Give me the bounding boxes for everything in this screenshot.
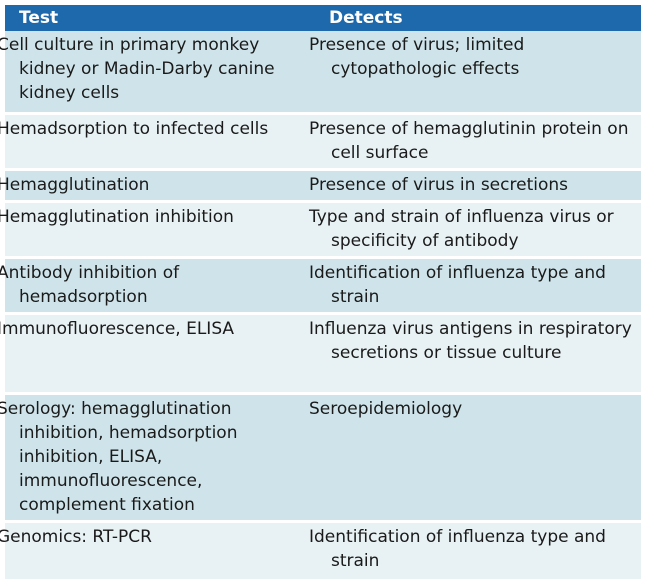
detects-cell: Type and strain of influenza virus or sp…	[309, 207, 614, 251]
table-row: Immunofluorescence, ELISA Influenza viru…	[0, 315, 641, 395]
table-row: Hemagglutination inhibition Type and str…	[0, 203, 641, 259]
header-test: Test	[19, 8, 59, 28]
test-cell: Hemadsorption to infected cells	[0, 119, 269, 139]
test-cell: Serology: hemagglutination inhibition, h…	[0, 399, 238, 515]
detects-cell: Presence of virus in secretions	[309, 175, 568, 195]
table-row: Hemadsorption to infected cells Presence…	[0, 115, 641, 171]
test-cell: Immunofluorescence, ELISA	[0, 319, 235, 339]
table-row: Serology: hemagglutination inhibition, h…	[0, 395, 641, 523]
table-row: Genomics: RT-PCR Identification of influ…	[0, 523, 641, 579]
detects-cell: Presence of hemagglutinin protein on cel…	[309, 119, 629, 163]
header-detects: Detects	[329, 8, 403, 28]
diagnostic-tests-table: Test Detects Cell culture in primary mon…	[0, 5, 641, 579]
table-row: Cell culture in primary monkey kidney or…	[0, 31, 641, 115]
test-cell: Cell culture in primary monkey kidney or…	[0, 35, 275, 103]
detects-cell: Presence of virus; limited cytopathologi…	[309, 35, 525, 79]
detects-cell: Influenza virus antigens in respiratory …	[309, 319, 632, 363]
test-cell: Hemagglutination	[0, 175, 150, 195]
test-cell: Genomics: RT-PCR	[0, 527, 152, 547]
test-cell: Antibody inhibition of hemadsorption	[0, 263, 180, 307]
detects-cell: Identification of influenza type and str…	[309, 527, 606, 571]
table-row: Antibody inhibition of hemadsorption Ide…	[0, 259, 641, 315]
detects-cell: Seroepidemiology	[309, 399, 463, 419]
table-row: Hemagglutination Presence of virus in se…	[0, 171, 641, 203]
table-header: Test Detects	[5, 5, 641, 31]
detects-cell: Identification of influenza type and str…	[309, 263, 606, 307]
test-cell: Hemagglutination inhibition	[0, 207, 234, 227]
